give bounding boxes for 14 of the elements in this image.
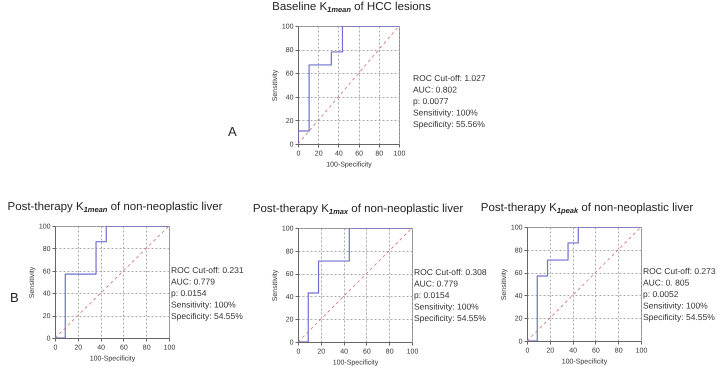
- chart-title: Post-therapy K$_{1mean}$ of non-neoplastic liver: [8, 200, 222, 214]
- line-series: [298, 26, 399, 144]
- text: B: [10, 290, 19, 305]
- text: ROC Cut-off: 1.027 AUC: 0.802 p: 0.0077 Sensitivity: 100% Specificity: 55.56%: [413, 73, 486, 129]
- text: ROC Cut-off: 0.231 AUC: 0.779 p: 0.0154 Sensitivity: 100% Specificity: 54.55%: [171, 265, 244, 321]
- chart-title: Post-therapy K$_{1max}$ of non-neoplastic liver: [252, 202, 464, 216]
- line-series: [298, 228, 412, 342]
- chart-title: Post-therapy K$_{1peak}$ of non-neoplastic liver: [480, 201, 694, 215]
- text: ROC Cut-off: 0.308 AUC: 0.779 p: 0.0154 Sensitivity: 100% Specificity: 54.55%: [414, 267, 487, 323]
- text: A: [228, 124, 237, 139]
- line-series: [55, 226, 169, 338]
- chart-title: Baseline K$_{1mean}$ of HCC lesions: [272, 0, 431, 14]
- text: ROC Cut-off: 0.273 AUC: 0. 805 p: 0.0052 Sensitivity: 100% Specificity: 54.55%: [643, 266, 716, 322]
- line-series: [527, 227, 641, 341]
